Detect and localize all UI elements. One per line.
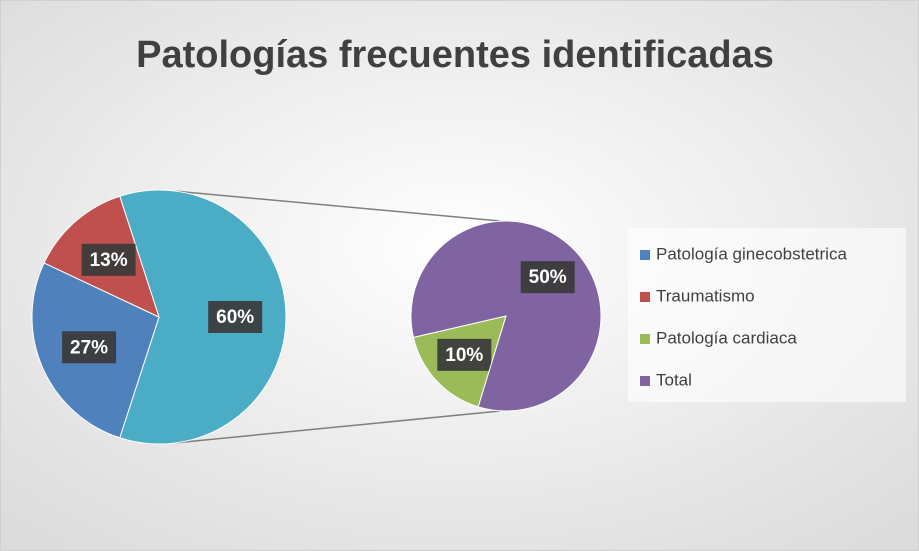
- legend-label: Traumatismo: [656, 286, 755, 305]
- pie-slice: [119, 189, 287, 445]
- data-label-box: [437, 338, 492, 371]
- data-label-box: [520, 261, 575, 294]
- legend-label: Total: [656, 370, 692, 389]
- legend-swatch: [640, 292, 650, 302]
- legend-swatch: [640, 250, 650, 260]
- legend-background: [628, 228, 906, 402]
- legend-swatch: [640, 334, 650, 344]
- data-label-box: [62, 331, 117, 364]
- data-label: 10%: [445, 345, 483, 366]
- connector-line: [176, 410, 501, 444]
- chart-title: Patologías frecuentes identificadas: [136, 34, 774, 76]
- legend-label: Patología ginecobstetrica: [656, 244, 847, 263]
- data-label: 27%: [70, 337, 108, 358]
- data-label-box: [208, 301, 263, 333]
- legend-swatch: [640, 376, 650, 386]
- data-label: 13%: [90, 250, 128, 271]
- legend-label: Patología cardiaca: [656, 328, 797, 347]
- data-label-box: [81, 243, 136, 276]
- data-label: 60%: [216, 307, 254, 328]
- connector-line: [176, 190, 501, 222]
- data-label: 50%: [529, 267, 567, 288]
